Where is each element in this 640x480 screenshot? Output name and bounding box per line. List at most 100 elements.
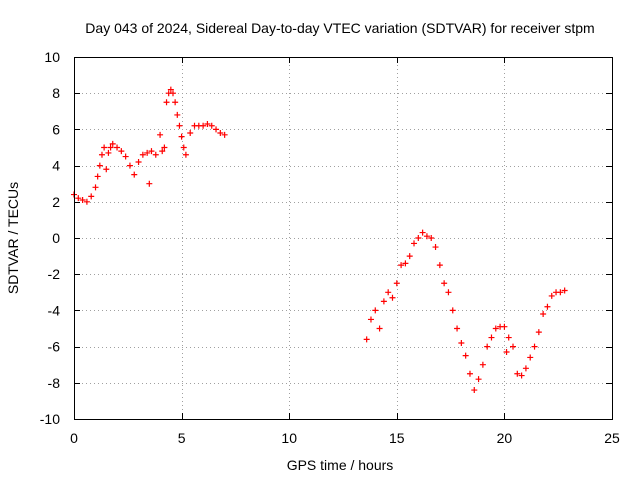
data-points (71, 86, 568, 394)
data-point-marker (531, 343, 538, 350)
data-point-marker (208, 122, 215, 129)
data-point-marker (492, 325, 499, 332)
x-tick-label: 25 (604, 430, 620, 446)
data-point-marker (471, 387, 478, 394)
data-point-marker (462, 352, 469, 359)
data-point-marker (514, 370, 521, 377)
x-axis-label: GPS time / hours (287, 457, 394, 473)
x-tick-label: 0 (70, 430, 78, 446)
data-point-marker (411, 240, 418, 247)
x-tick-label: 20 (497, 430, 513, 446)
data-point-marker (159, 148, 166, 155)
data-point-marker (385, 289, 392, 296)
data-point-marker (522, 365, 529, 372)
data-point-marker (406, 253, 413, 260)
data-point-marker (79, 196, 86, 203)
data-point-marker (98, 151, 105, 158)
data-point-marker (118, 148, 125, 155)
data-point-marker (488, 334, 495, 341)
data-point-marker (557, 289, 564, 296)
data-point-marker (94, 173, 101, 180)
data-point-marker (367, 316, 374, 323)
data-point-marker (454, 325, 461, 332)
data-point-marker (540, 311, 547, 318)
data-point-marker (122, 153, 129, 160)
data-point-marker (458, 339, 465, 346)
data-point-marker (510, 343, 517, 350)
data-point-marker (109, 140, 116, 147)
data-point-marker (187, 130, 194, 137)
data-point-marker (221, 131, 228, 138)
data-point-marker (169, 90, 176, 97)
y-tick-label: -8 (48, 375, 61, 391)
data-point-marker (527, 354, 534, 361)
y-tick-label: 8 (52, 85, 60, 101)
data-point-marker (200, 122, 207, 129)
data-point-marker (103, 166, 110, 173)
x-tick-label: 15 (389, 430, 405, 446)
data-point-marker (428, 235, 435, 241)
data-point-marker (445, 289, 452, 296)
data-point-marker (88, 193, 95, 200)
chart-title: Day 043 of 2024, Sidereal Day-to-day VTE… (85, 20, 594, 36)
data-point-marker (363, 336, 370, 343)
y-tick-label: -4 (48, 302, 61, 318)
data-point-marker (83, 198, 90, 205)
data-point-marker (157, 131, 164, 138)
data-point-marker (389, 294, 396, 301)
y-tick-label: -2 (48, 266, 61, 282)
data-point-marker (376, 325, 383, 332)
data-point-marker (518, 372, 525, 379)
y-tick-label: 0 (52, 230, 60, 246)
plot-frame (74, 57, 613, 420)
data-point-marker (393, 280, 400, 287)
data-point-marker (441, 280, 448, 287)
data-point-marker (161, 144, 168, 151)
y-tick-label: 10 (44, 49, 60, 65)
series-points (71, 86, 568, 394)
data-point-marker (484, 343, 491, 350)
data-point-marker (131, 171, 138, 178)
data-point-marker (204, 120, 211, 127)
data-point-marker (380, 298, 387, 305)
y-tick-label: 4 (52, 158, 60, 174)
data-point-marker (105, 149, 112, 156)
y-tick-label: 6 (52, 121, 60, 137)
axis-ticks: 0 5 10 15 20 25 -10 -8 -6 -4 -2 0 2 4 6 8 10 (40, 49, 620, 446)
data-point-marker (501, 323, 508, 330)
x-tick-label: 5 (178, 430, 186, 446)
data-point-marker (163, 99, 170, 106)
data-point-marker (372, 307, 379, 314)
y-axis-label: SDTVAR / TECUs (5, 182, 21, 294)
data-point-marker (139, 151, 146, 158)
data-point-marker (135, 158, 142, 165)
data-point-marker (92, 184, 99, 191)
data-point-marker (544, 303, 551, 310)
data-point-marker (505, 334, 512, 341)
data-point-marker (152, 151, 159, 158)
y-tick-label: 2 (52, 194, 60, 210)
data-point-marker (144, 149, 151, 156)
data-point-marker (535, 329, 542, 336)
data-point-marker (172, 99, 179, 106)
data-point-marker (75, 195, 82, 202)
data-point-marker (402, 260, 409, 267)
data-point-marker (503, 349, 510, 356)
y-tick-label: -10 (40, 411, 60, 427)
data-point-marker (148, 148, 155, 155)
data-point-marker (182, 151, 189, 158)
grid-lines (74, 57, 612, 419)
data-point-marker (398, 262, 405, 269)
data-point-marker (449, 307, 456, 314)
data-point-marker (176, 122, 183, 129)
y-tick-label: -6 (48, 339, 61, 355)
data-point-marker (432, 244, 439, 251)
data-point-marker (180, 144, 187, 151)
data-point-marker (101, 144, 108, 151)
data-point-marker (174, 111, 181, 118)
data-point-marker (561, 287, 568, 294)
data-point-marker (146, 180, 153, 187)
data-point-marker (107, 144, 114, 151)
data-point-marker (466, 370, 473, 377)
